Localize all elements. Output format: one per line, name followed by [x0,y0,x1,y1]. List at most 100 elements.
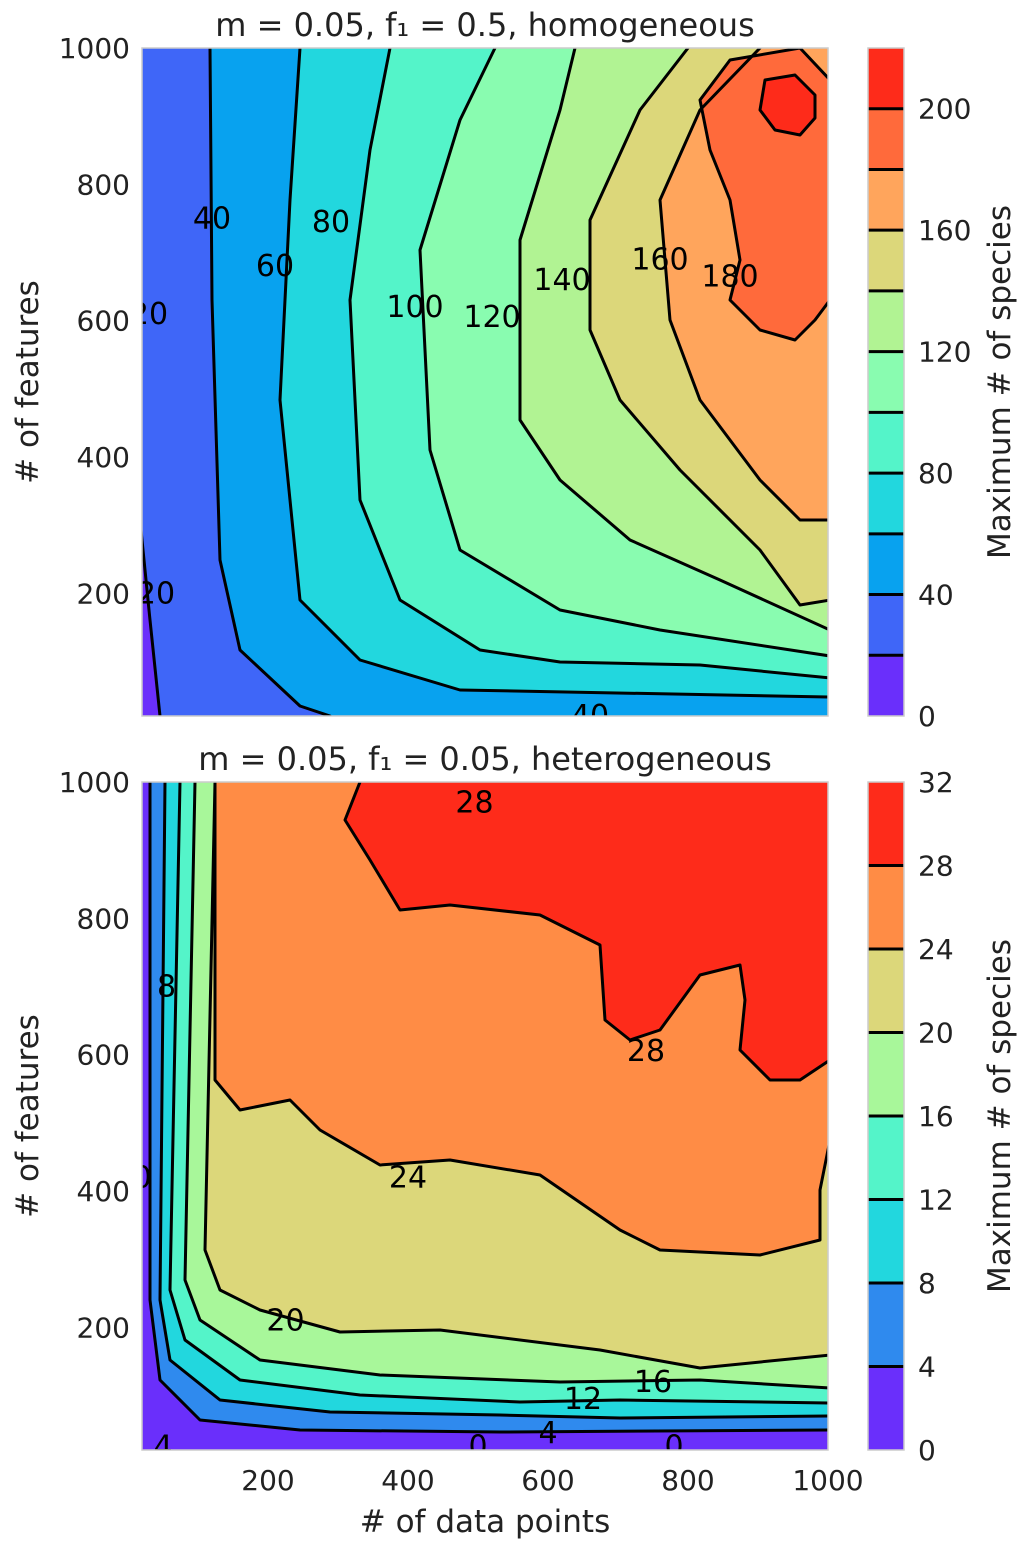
top-panel: 20 20 40 60 80 100 120 140 160 180 40 m = 0.05, f₁… [10,6,1018,734]
bottom-contour-line-28 [343,782,828,1082]
bottom-x-ticks: 200 400 600 800 1000 [241,1464,863,1497]
top-y-tick-label-1000: 1000 [59,32,130,65]
bottom-colorbar-tick-label-28: 28 [918,850,954,883]
top-colorbar-segment-5 [868,351,904,413]
top-contour-label-2: 40 [193,201,231,236]
bottom-colorbar-segment-0 [868,1366,904,1450]
bottom-y-ticks: 200 400 600 800 1000 [59,766,130,1344]
top-band-10 [760,75,815,135]
bottom-colorbar-label: Maximum # of species [982,939,1018,1293]
bottom-x-tick-label-400: 400 [381,1464,434,1497]
top-contour-label-1: 20 [137,576,175,611]
top-contour-line-200 [758,73,817,137]
bottom-contour-label-6: 8 [157,969,176,1004]
bottom-contour-label-1: 28 [627,1034,665,1069]
top-y-axis-label: # of features [10,280,46,484]
bottom-colorbar-tick-label-0: 0 [918,1434,936,1467]
bottom-x-tick-label-200: 200 [241,1464,294,1497]
bottom-colorbar-segment-7 [868,782,904,866]
top-contour-label-4: 80 [312,205,350,240]
bottom-contour-label-4: 16 [634,1365,672,1400]
bottom-contour-line-12 [168,782,828,1405]
bottom-contour-label-7: 4 [538,1416,557,1451]
bottom-colorbar-segment-2 [868,1199,904,1283]
bottom-colorbar-tick-label-20: 20 [918,1017,954,1050]
bottom-axes-frame [141,781,829,1451]
bottom-colorbar: 0 4 8 12 16 20 24 28 32 [867,766,954,1467]
bottom-contour-label-8: 4 [153,1430,172,1465]
bottom-colorbar-tick-label-16: 16 [918,1100,954,1133]
bottom-x-tick-label-1000: 1000 [792,1464,863,1497]
top-contour-fills: 20 20 40 60 80 100 120 140 160 180 40 [130,48,828,734]
bottom-contour-line-20 [203,782,828,1370]
bottom-band-7 [345,782,828,1080]
bottom-y-tick-label-1000: 1000 [59,766,130,799]
bottom-colorbar-segment-1 [868,1283,904,1367]
top-colorbar-segment-7 [868,230,904,291]
bottom-contour-line-4 [148,782,828,1434]
bottom-colorbar-tick-label-12: 12 [918,1184,954,1217]
bottom-colorbar-segment-6 [868,865,904,949]
bottom-y-tick-label-800: 800 [77,902,130,935]
top-contour-line-60 [278,48,828,699]
bottom-contour-label-0: 28 [455,785,493,820]
top-colorbar: 0 40 80 120 160 200 [867,47,971,733]
top-contour-line-140 [588,48,828,607]
bottom-y-tick-label-600: 600 [77,1039,130,1072]
top-colorbar-segment-6 [868,290,904,352]
top-contour-label-0: 20 [130,297,168,332]
top-contour-line-20 [142,524,162,716]
bottom-colorbar-tick-label-8: 8 [918,1267,936,1300]
bottom-contour-line-24 [213,782,828,1257]
bottom-x-tick-label-800: 800 [661,1464,714,1497]
top-contour-label-3: 60 [256,249,294,284]
bottom-contour-line-16 [183,782,828,1390]
top-colorbar-tick-label-40: 40 [918,579,954,612]
bottom-x-tick-label-600: 600 [521,1464,574,1497]
top-y-ticks: 200 400 600 800 1000 [59,32,130,610]
top-colorbar-segment-10 [868,48,904,109]
top-colorbar-segment-3 [868,473,904,534]
top-contour-line-80 [348,48,828,680]
top-colorbar-frame [867,47,905,717]
top-colorbar-segment-0 [868,655,904,716]
bottom-colorbar-segment-4 [868,1032,904,1116]
top-contour-line-100 [418,48,828,658]
top-colorbar-segment-9 [868,108,904,170]
bottom-colorbar-segment-5 [868,949,904,1033]
bottom-contour-label-5: 12 [564,1382,602,1417]
bottom-contour-label-10: 0 [468,1430,487,1465]
top-axes-frame [141,47,829,717]
top-contour-labels: 20 20 40 60 80 100 120 140 160 180 40 [130,201,759,734]
top-colorbar-tick-label-200: 200 [918,93,971,126]
top-colorbar-segment-8 [868,169,904,231]
top-y-tick-label-400: 400 [77,441,130,474]
bottom-contour-label-3: 20 [266,1303,304,1338]
bottom-contour-fills: 28 28 24 20 16 12 8 4 4 0 0 0 [132,782,828,1465]
bottom-colorbar-tick-label-4: 4 [918,1351,936,1384]
top-colorbar-tick-label-80: 80 [918,457,954,490]
top-contour-label-5: 100 [386,290,443,325]
bottom-y-axis-label: # of features [10,1014,46,1218]
top-contour-label-6: 120 [463,300,520,335]
bottom-contour-label-2: 24 [389,1160,427,1195]
top-contour-line-40 [208,48,332,716]
top-colorbar-tick-label-160: 160 [918,214,971,247]
top-contour-line-160 [658,48,828,522]
top-contour-line-120 [518,48,828,631]
bottom-y-tick-label-200: 200 [77,1311,130,1344]
bottom-colorbar-tick-label-32: 32 [918,766,954,799]
bottom-contour-label-9: 0 [132,1160,151,1195]
top-colorbar-tick-label-0: 0 [918,700,936,733]
bottom-contour-line-8 [158,782,828,1420]
top-colorbar-segment-2 [868,533,904,595]
top-contour-label-7: 140 [533,263,590,298]
top-contour-label-10: 40 [571,699,609,734]
top-contour-line-180 [698,48,828,342]
bottom-contour-labels: 28 28 24 20 16 12 8 4 4 0 0 0 [132,785,684,1465]
bottom-contour-label-11: 0 [664,1430,683,1465]
bottom-colorbar-frame [867,781,905,1451]
top-contour-label-8: 160 [631,242,688,277]
